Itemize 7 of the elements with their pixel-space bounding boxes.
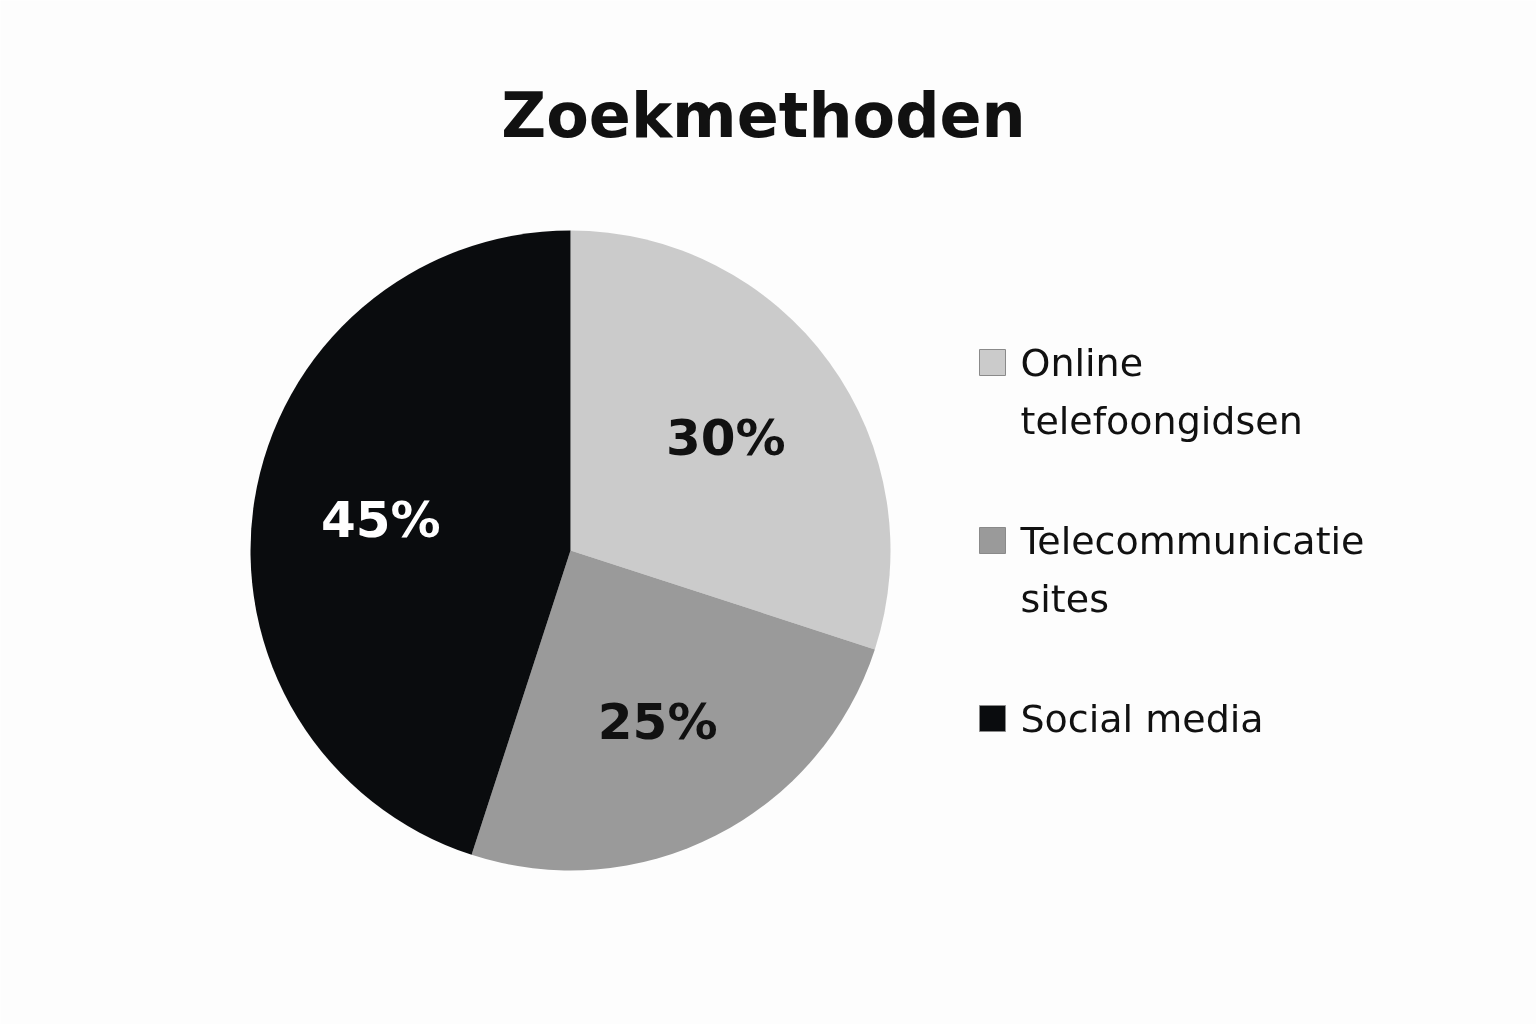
legend-label: Online telefoongidsen xyxy=(1020,340,1303,443)
data-label: 45% xyxy=(321,491,441,550)
data-label: 30% xyxy=(665,408,786,467)
chart-title: Zoekmethoden xyxy=(501,79,1026,152)
legend-label: Telecommunicatie sites xyxy=(1019,518,1365,621)
legend-label: Social media xyxy=(1020,696,1264,741)
data-label: 25% xyxy=(597,692,718,751)
